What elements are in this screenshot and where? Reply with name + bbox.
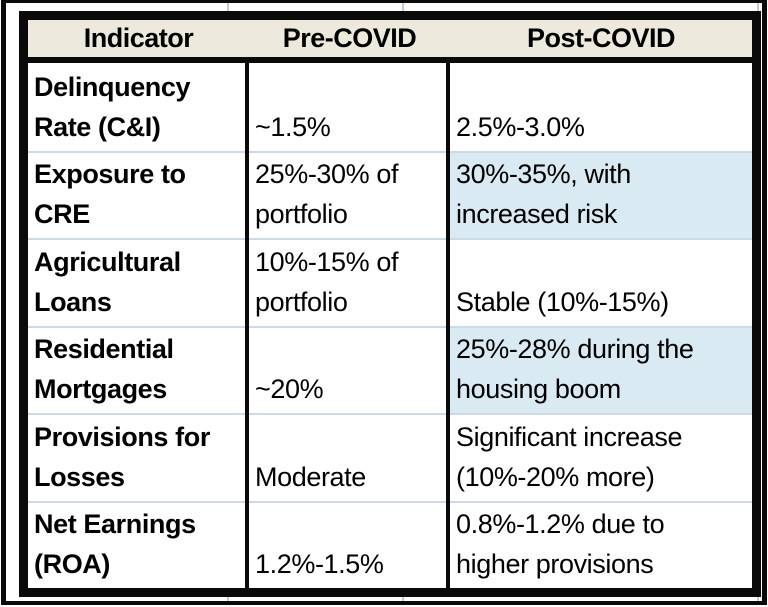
sheet-gridline <box>402 597 404 601</box>
column-divider <box>245 325 249 413</box>
sheet-gridline <box>227 597 229 601</box>
table-row: Net Earnings (ROA) 1.2%-1.5% 0.8%-1.2% due… <box>28 500 752 589</box>
pre-covid-cell: ~20% <box>249 325 446 414</box>
pre-covid-cell: Moderate <box>249 413 446 501</box>
column-divider <box>446 500 450 588</box>
table-header-row: Indicator Pre-COVID Post-COVID <box>28 20 752 57</box>
sheet-gridline <box>227 3 229 11</box>
column-divider <box>446 413 450 501</box>
post-covid-cell: Significant increase (10%-20% more) <box>450 413 752 501</box>
sheet-gridline <box>757 3 759 11</box>
column-divider <box>446 238 450 326</box>
header-pre-covid: Pre-COVID <box>282 23 417 53</box>
pre-covid-cell: 1.2%-1.5% <box>249 500 446 589</box>
table-body: Delinquency Rate (C&I) ~1.5% 2.5%-3.0% Expo… <box>28 63 752 588</box>
indicators-comparison-table: Indicator Pre-COVID Post-COVID Delinquen… <box>19 11 761 597</box>
indicator-cell: Net Earnings (ROA) <box>28 500 245 589</box>
post-covid-cell: 25%-28% during the housing boom <box>450 325 752 413</box>
table-row: Agricultural Loans 10%-15% of portfolio St… <box>28 238 752 326</box>
indicator-cell: Residential Mortgages <box>28 325 245 414</box>
header-post-covid: Post-COVID <box>526 23 676 53</box>
indicator-cell: Provisions for Losses <box>28 413 245 501</box>
header-indicator: Indicator <box>83 23 194 53</box>
table-row: Delinquency Rate (C&I) ~1.5% 2.5%-3.0% <box>28 63 752 151</box>
post-covid-cell: 0.8%-1.2% due to higher provisions <box>450 500 752 589</box>
indicator-cell: Agricultural Loans <box>28 238 245 326</box>
column-divider <box>446 63 450 151</box>
sheet-gridline <box>402 3 404 11</box>
indicator-cell: Delinquency Rate (C&I) <box>34 71 191 142</box>
table-row: Residential Mortgages ~20% 25%-28% during … <box>28 325 752 414</box>
post-covid-cell: Stable (10%-15%) <box>450 238 752 326</box>
column-divider <box>245 63 249 151</box>
post-covid-cell: 2.5%-3.0% <box>456 111 585 142</box>
table-row: Provisions for Losses Moderate Significant… <box>28 413 752 501</box>
post-covid-cell: 30%-35%, with increased risk <box>450 150 752 238</box>
sheet-gridline <box>757 597 759 601</box>
indicator-cell: Exposure to CRE <box>28 150 245 239</box>
column-divider <box>245 150 249 238</box>
header-separator <box>28 57 752 63</box>
pre-covid-cell: ~1.5% <box>255 111 331 142</box>
pre-covid-cell: 10%-15% of portfolio <box>249 238 446 326</box>
column-divider <box>446 150 450 238</box>
pre-covid-cell: 25%-30% of portfolio <box>249 150 446 239</box>
column-divider <box>245 238 249 326</box>
column-divider <box>245 413 249 501</box>
column-divider <box>245 500 249 588</box>
table-row: Exposure to CRE 25%-30% of portfolio 30%-3… <box>28 150 752 239</box>
column-divider <box>446 325 450 413</box>
